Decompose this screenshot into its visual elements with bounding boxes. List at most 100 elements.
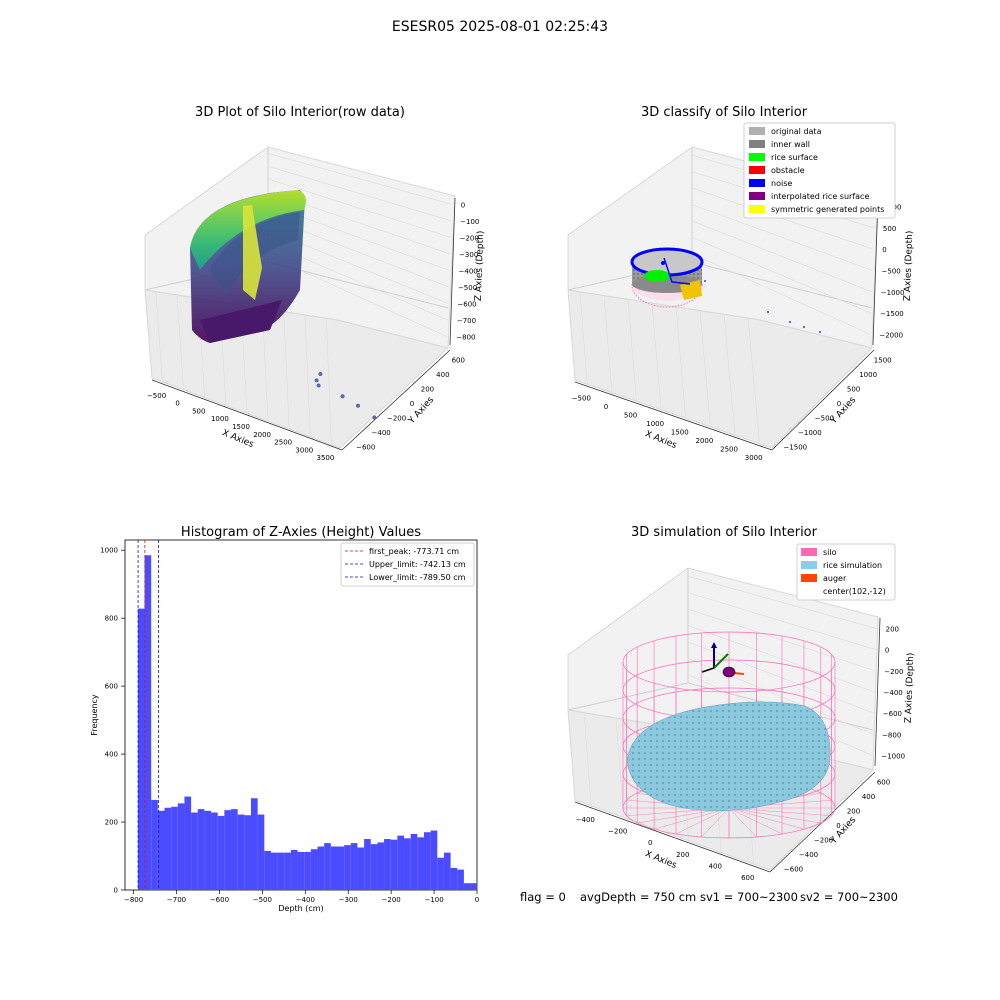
classify-z-axis-label: Z Axies (Depth) xyxy=(903,231,915,302)
grid-line xyxy=(627,299,637,403)
histogram-bar xyxy=(237,814,245,890)
noise-point xyxy=(819,331,821,333)
raw-x-axis-line xyxy=(151,379,343,451)
histogram-bar xyxy=(284,852,291,890)
classify-y-axis-line xyxy=(771,349,875,451)
grid-line xyxy=(699,310,711,428)
noise-point xyxy=(789,321,791,323)
legend-label: rice surface xyxy=(771,153,818,162)
histogram-bar xyxy=(397,835,405,890)
classify-legend: original data inner wall rice surface obsta… xyxy=(743,122,896,219)
y-tick-label: −600 xyxy=(784,866,803,874)
sim-center-marker xyxy=(722,666,736,678)
legend-swatch xyxy=(801,574,817,582)
outlier-point xyxy=(340,394,345,399)
grid-line xyxy=(615,717,625,819)
sim-z-axis-line xyxy=(874,617,881,767)
silo-floor-spoke xyxy=(728,807,783,835)
x-tick-label: 2000 xyxy=(253,431,271,439)
histogram-bar xyxy=(144,555,152,890)
histogram-bar xyxy=(310,849,318,890)
y-tick-label: 600 xyxy=(877,778,890,786)
legend-swatch xyxy=(749,153,765,161)
x-tick-label: −300 xyxy=(339,896,358,904)
histogram-bar xyxy=(157,810,165,890)
raw-x-axis-label: X Axies xyxy=(220,428,255,450)
grid-line xyxy=(267,178,451,238)
sim-z-ticks: 200 0 −200 −400 −600 −800 −1000 xyxy=(881,626,905,761)
sim-x-axis-label: X Axies xyxy=(643,849,678,871)
silo-floor-spoke xyxy=(728,807,805,830)
y-tick-label: 600 xyxy=(105,683,118,691)
grid-line xyxy=(304,314,311,438)
histogram-bar xyxy=(151,799,158,890)
z-tick-label: −2000 xyxy=(879,331,903,339)
histogram-bar xyxy=(443,852,451,890)
x-tick-label: 500 xyxy=(192,407,205,415)
classify-noise-scatter xyxy=(704,280,821,333)
z-tick-label: −400 xyxy=(884,689,903,697)
grid-line xyxy=(267,165,452,222)
z-tick-label: −800 xyxy=(456,334,475,342)
outlier-point xyxy=(314,378,319,383)
x-tick-label: 1000 xyxy=(211,415,229,423)
histogram-bar xyxy=(470,883,478,890)
histogram-bar xyxy=(224,810,232,890)
x-tick-label: −100 xyxy=(424,896,443,904)
z-tick-label: −1000 xyxy=(881,752,905,760)
silo-floor-spoke xyxy=(701,807,730,838)
histogram-bar xyxy=(231,809,238,890)
x-tick-label: 2000 xyxy=(696,437,714,445)
legend-label: first_peak: -773.71 cm xyxy=(369,547,459,556)
outlier-point xyxy=(372,415,377,420)
histogram-bar xyxy=(344,845,351,890)
histogram-bar xyxy=(211,812,218,890)
raw-silo-floor xyxy=(200,300,282,343)
sim-z-axis-label: Z Axies (Depth) xyxy=(904,653,916,724)
noise-point xyxy=(767,311,769,313)
classify-grid xyxy=(579,154,875,445)
legend-label: Upper_limit: -742.13 cm xyxy=(369,560,466,569)
x-tick-label: −500 xyxy=(572,394,591,402)
x-tick-label: 2500 xyxy=(720,445,738,453)
grid-line xyxy=(675,306,687,420)
status-footer: flag = 0 avgDepth = 750 cm sv1 = 700~230… xyxy=(520,890,898,904)
x-tick-label: 500 xyxy=(624,411,637,419)
grid-line xyxy=(603,295,613,394)
x-tick-label: −200 xyxy=(608,828,627,836)
y-tick-label: −1500 xyxy=(783,444,807,452)
footer-sv2: sv2 = 700~2300 xyxy=(800,890,898,904)
legend-label: noise xyxy=(771,179,792,188)
legend-swatch xyxy=(749,179,765,187)
legend-label: original data xyxy=(771,127,822,136)
histogram-bar xyxy=(197,809,205,890)
y-tick-label: 1000 xyxy=(859,371,877,379)
grid-line xyxy=(691,220,872,293)
z-tick-label: −200 xyxy=(460,234,479,242)
legend-label: obstacle xyxy=(771,166,805,175)
x-tick-label: 2500 xyxy=(274,439,292,447)
z-tick-label: 500 xyxy=(883,225,896,233)
outlier-point xyxy=(356,403,360,408)
sim-legend: silo rice simulation auger center(102,-12) xyxy=(796,543,896,601)
histogram-bar xyxy=(304,851,311,890)
x-tick-label: 1500 xyxy=(671,428,689,436)
classify-z-axis-line xyxy=(872,197,879,346)
legend-label: center(102,-12) xyxy=(823,587,886,596)
legend-label: inner wall xyxy=(771,140,810,149)
legend-label: auger xyxy=(823,574,847,583)
x-tick-label: 200 xyxy=(676,851,689,859)
panel-classify-3d: 3D classify of Silo Interior −5000500100… xyxy=(567,105,915,462)
histogram-bar xyxy=(430,830,438,890)
y-tick-label: −500 xyxy=(815,415,834,423)
histogram-bar xyxy=(457,869,464,890)
x-tick-label: 600 xyxy=(741,874,754,882)
histogram-bar xyxy=(204,810,212,890)
z-tick-label: −500 xyxy=(458,284,477,292)
z-tick-label: −800 xyxy=(882,731,901,739)
histogram-bar xyxy=(264,850,271,890)
x-tick-label: 400 xyxy=(709,863,722,871)
classify-noise-lines xyxy=(663,257,691,285)
grid-line xyxy=(176,294,184,391)
